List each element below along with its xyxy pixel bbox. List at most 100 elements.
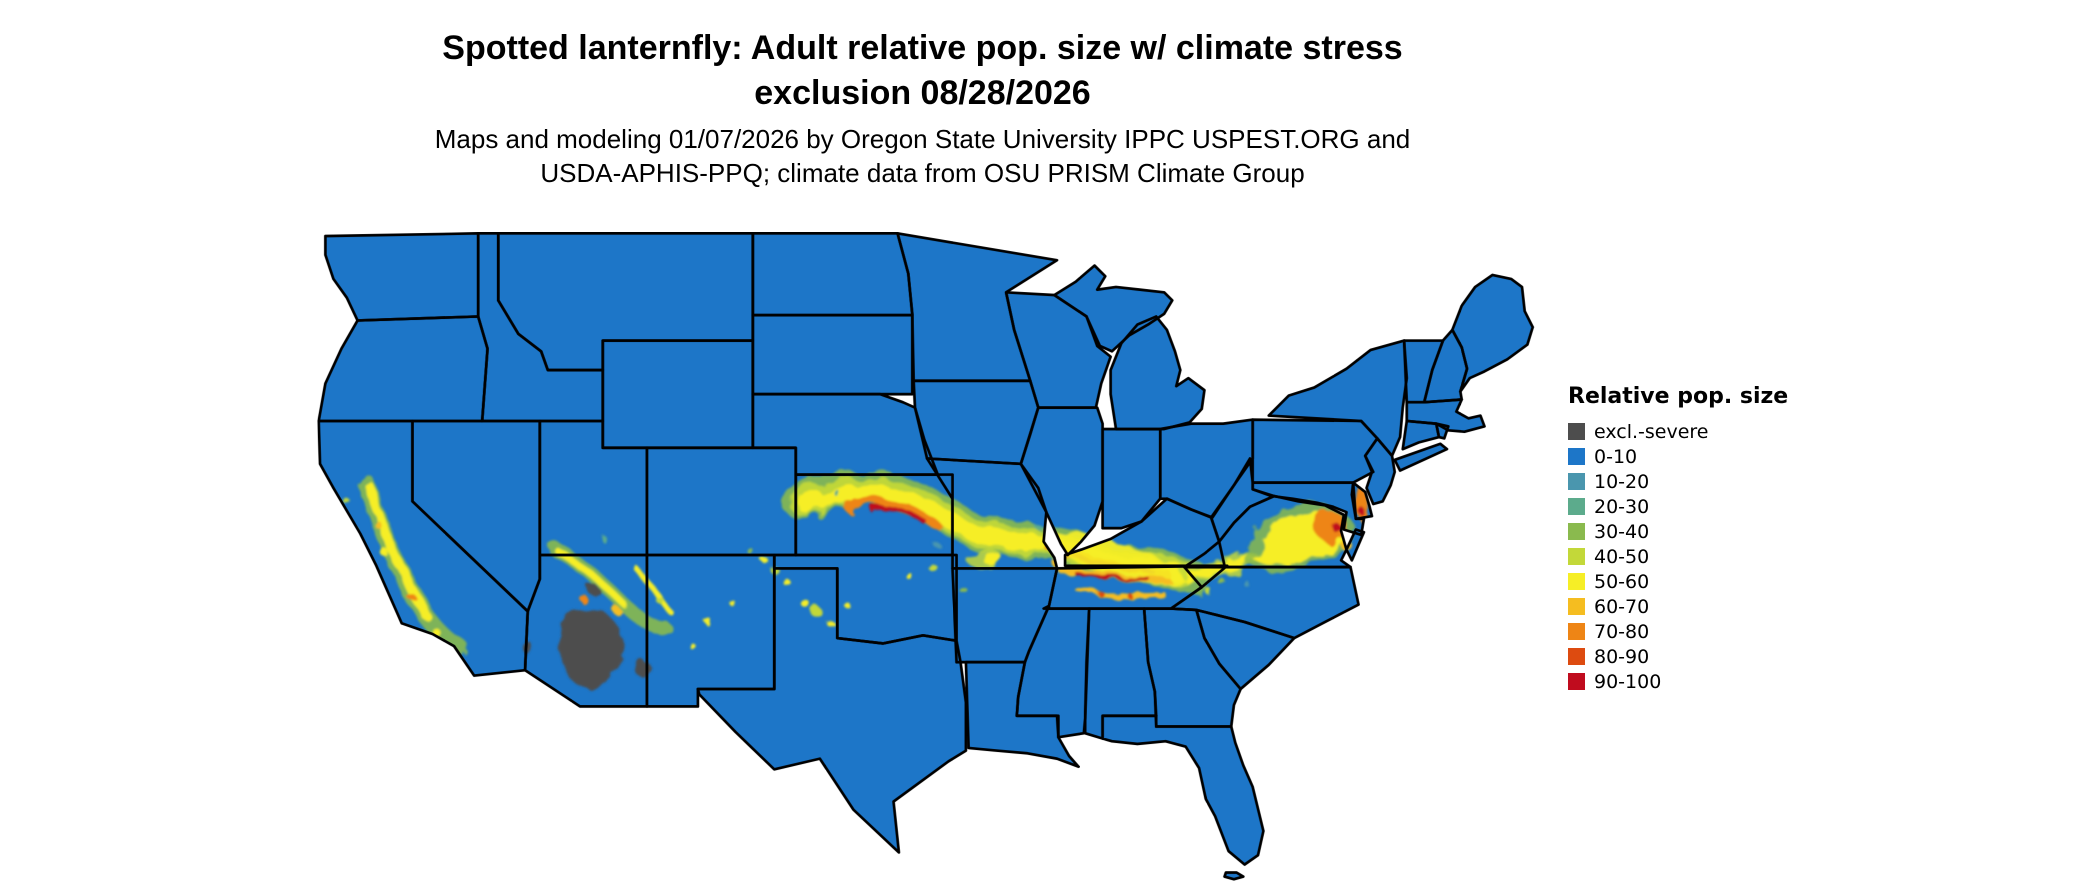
legend-swatch xyxy=(1568,623,1585,640)
map-overlay-patch xyxy=(1071,569,1150,581)
map-overlay-patch xyxy=(872,506,929,526)
state-ri-border xyxy=(1434,422,1450,440)
legend-item-80-90: 80-90 xyxy=(1568,644,1788,669)
legend-item-20-30: 20-30 xyxy=(1568,494,1788,519)
state-sc xyxy=(1196,609,1295,689)
state-ia xyxy=(913,380,1039,464)
state-nj-border xyxy=(1363,437,1397,506)
legend-swatch xyxy=(1568,448,1585,465)
state-al xyxy=(1085,608,1157,739)
map-overlay-patch xyxy=(1033,522,1040,529)
state-va-eastern-shore xyxy=(1346,529,1364,561)
map-overlay-patch xyxy=(578,593,587,602)
legend-swatch xyxy=(1568,573,1585,590)
state-oh xyxy=(1160,419,1253,518)
state-ar xyxy=(952,568,1057,663)
map-overlay-patch xyxy=(1186,577,1196,586)
state-nm xyxy=(646,555,775,707)
map-overlay-patch xyxy=(729,600,736,607)
map-overlay-patch xyxy=(372,519,380,527)
map-overlay-patch xyxy=(705,618,713,626)
legend-swatch xyxy=(1568,473,1585,490)
map-subtitle-line1: Maps and modeling 01/07/2026 by Oregon S… xyxy=(434,124,1411,154)
legend-label: 60-70 xyxy=(1594,595,1650,618)
legend-item-60-70: 60-70 xyxy=(1568,594,1788,619)
legend-item-40-50: 40-50 xyxy=(1568,544,1788,569)
legend-item-90-100: 90-100 xyxy=(1568,669,1788,694)
map-overlay-patch xyxy=(782,578,790,586)
legend: Relative pop. size excl.-severe 0-10 10-20… xyxy=(1568,384,1788,694)
us-map xyxy=(317,232,1535,881)
state-mi-upper-border xyxy=(1052,264,1174,353)
map-overlay-patch xyxy=(825,618,833,626)
state-fl-keys-border xyxy=(1223,871,1245,881)
map-overlay-patch xyxy=(1241,578,1248,585)
map-overlay-patch xyxy=(613,607,622,616)
map-overlay-patch xyxy=(1126,592,1133,598)
state-tx xyxy=(697,568,966,853)
map-overlay-patch xyxy=(761,557,769,564)
legend-label: 30-40 xyxy=(1594,520,1650,543)
legend-label: 90-100 xyxy=(1594,670,1662,693)
state-de-border xyxy=(1350,481,1374,521)
map-overlay-patch xyxy=(801,599,810,608)
state-ny-long-island xyxy=(1394,443,1447,471)
population-heat-overlay xyxy=(343,471,1370,689)
map-title-line2: exclusion 08/28/2026 xyxy=(754,73,1091,112)
state-ne xyxy=(752,394,938,475)
map-overlay-patch xyxy=(909,575,916,583)
map-title-line1: Spotted lanternfly: Adult relative pop. … xyxy=(442,29,1403,67)
map-subtitle-line2: USDA-APHIS-PPQ; climate data from OSU PR… xyxy=(540,158,1305,189)
legend-item-70-80: 70-80 xyxy=(1568,619,1788,644)
map-overlay-patch xyxy=(843,497,942,531)
state-co xyxy=(646,447,796,555)
legend-swatch xyxy=(1568,423,1585,440)
map-overlay-patch xyxy=(686,640,693,647)
state-ma xyxy=(1406,399,1485,432)
state-sd xyxy=(752,315,913,395)
state-vt xyxy=(1404,340,1443,403)
state-mt xyxy=(498,233,753,371)
map-overlay-patch xyxy=(343,498,351,505)
legend-label: excl.-severe xyxy=(1594,420,1709,443)
state-or xyxy=(318,316,488,421)
state-me xyxy=(1452,274,1533,392)
map-overlay-patch xyxy=(1096,589,1103,596)
map-overlay-patch xyxy=(933,541,940,548)
state-nc xyxy=(1170,567,1359,639)
legend-swatch xyxy=(1568,523,1585,540)
state-il xyxy=(1020,407,1103,555)
map-overlay-patch xyxy=(1332,523,1342,533)
state-borders xyxy=(317,232,1535,881)
map-overlay-patch xyxy=(932,567,941,576)
map-subtitle: Maps and modeling 01/07/2026 by Oregon S… xyxy=(0,122,1845,191)
state-ct xyxy=(1402,421,1439,450)
map-overlay-patch xyxy=(630,563,674,616)
state-mi-upper xyxy=(1054,265,1173,352)
state-va-eastern-shore-border xyxy=(1345,528,1366,562)
state-ne-border xyxy=(751,392,940,476)
map-overlay-patch xyxy=(832,489,839,495)
map-overlay-patch xyxy=(1315,510,1346,543)
state-nd xyxy=(752,233,913,316)
legend-title: Relative pop. size xyxy=(1568,384,1789,409)
state-in xyxy=(1102,429,1161,529)
map-overlay-patch xyxy=(654,594,662,602)
state-ny xyxy=(1268,340,1407,456)
map-overlay-patch xyxy=(432,648,439,655)
state-wa xyxy=(325,233,479,321)
state-nj xyxy=(1365,438,1395,505)
state-sd-border xyxy=(751,313,914,396)
state-id xyxy=(478,233,603,421)
legend-swatch xyxy=(1568,598,1585,615)
map-overlay-patch xyxy=(1359,508,1367,516)
map-overlay-patch xyxy=(363,480,432,622)
map-overlay-patch xyxy=(1203,586,1211,594)
legend-label: 10-20 xyxy=(1594,470,1650,493)
legend-swatch xyxy=(1568,673,1585,690)
state-fl xyxy=(1102,715,1264,865)
legend-item-0-10: 0-10 xyxy=(1568,444,1788,469)
state-va-border xyxy=(1182,494,1352,569)
legend-label: 70-80 xyxy=(1594,620,1650,643)
legend-swatch xyxy=(1568,498,1585,515)
